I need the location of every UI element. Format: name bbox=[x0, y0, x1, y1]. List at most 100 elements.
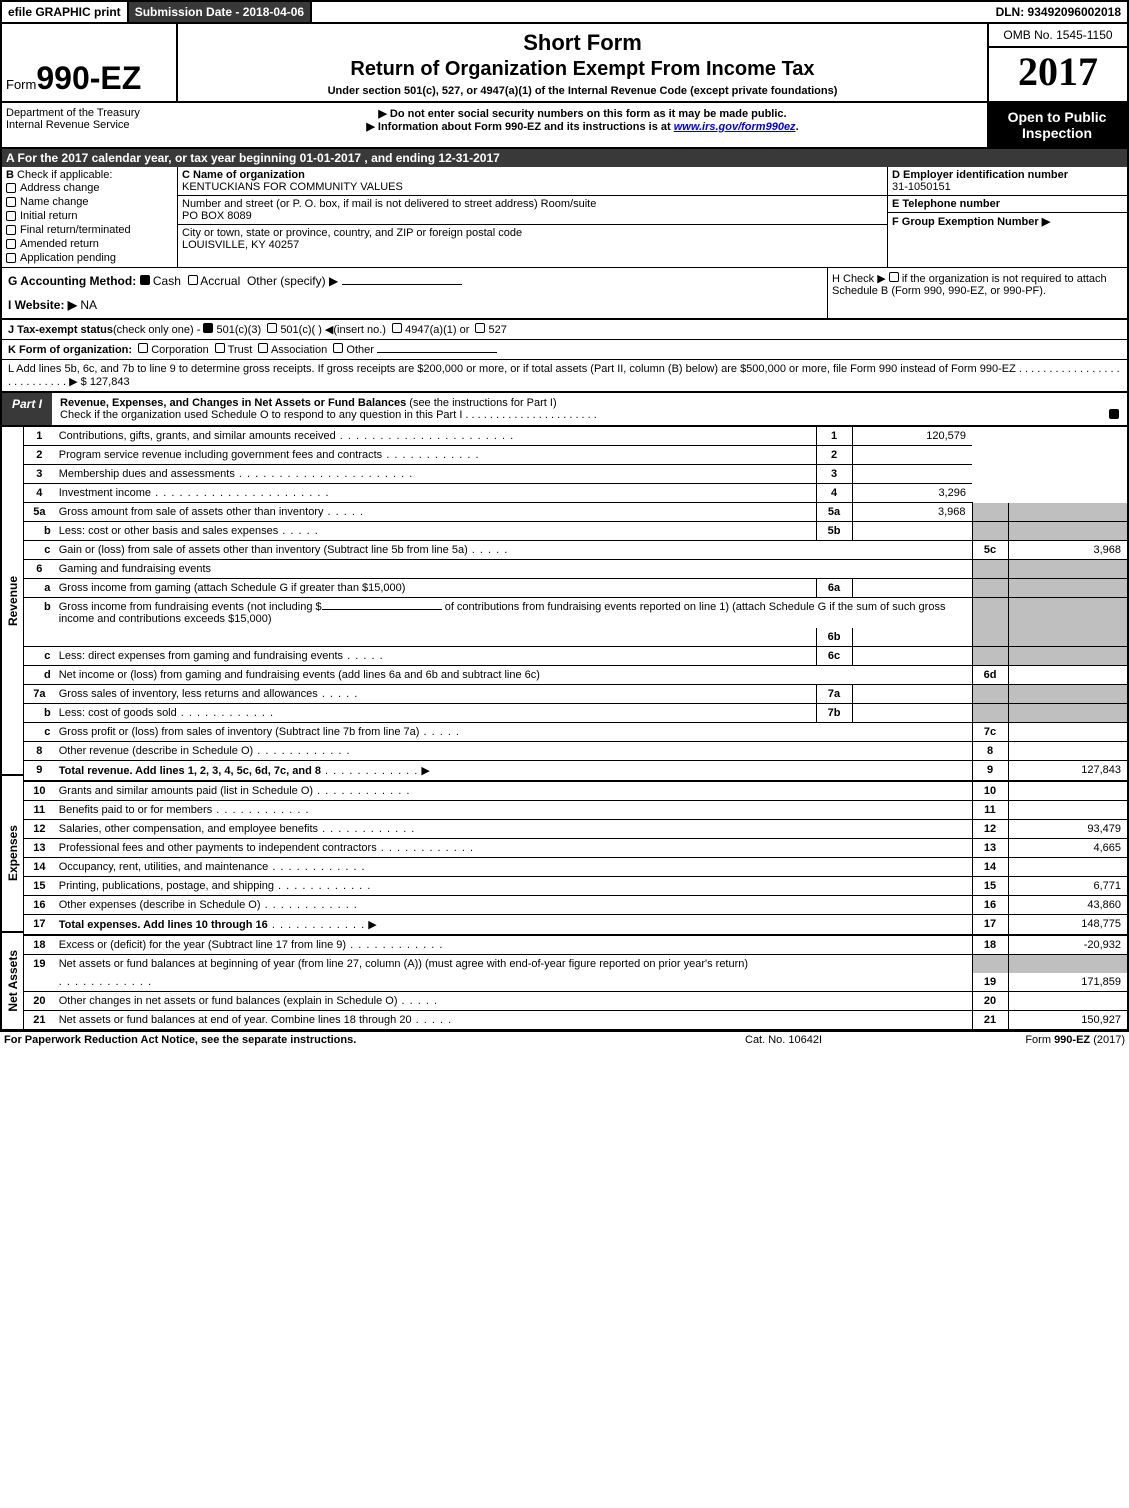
org-name: KENTUCKIANS FOR COMMUNITY VALUES bbox=[182, 181, 883, 193]
ein-value: 31-1050151 bbox=[892, 181, 1123, 193]
phone-cell: E Telephone number bbox=[888, 196, 1127, 213]
l-value: 127,843 bbox=[90, 376, 130, 388]
e-label: E Telephone number bbox=[892, 198, 1123, 210]
vlabel-expenses: Expenses bbox=[0, 776, 24, 932]
k-assoc: Association bbox=[271, 344, 327, 356]
note2-pre: ▶ Information about Form 990-EZ and its … bbox=[366, 121, 673, 133]
checkbox-icon bbox=[6, 211, 16, 221]
dept-row: Department of the Treasury Internal Reve… bbox=[0, 103, 1129, 149]
j-text: (check only one) - bbox=[113, 324, 203, 336]
header-title-cell: Short Form Return of Organization Exempt… bbox=[178, 24, 987, 101]
table-row: 3Membership dues and assessments3 bbox=[24, 465, 1128, 484]
j-label: J Tax-exempt status bbox=[8, 324, 113, 336]
radio-icon[interactable] bbox=[267, 323, 277, 333]
part-i-header: Part I Revenue, Expenses, and Changes in… bbox=[0, 393, 1129, 427]
table-row: 16Other expenses (describe in Schedule O… bbox=[24, 896, 1128, 915]
l5a-desc: Gross amount from sale of assets other t… bbox=[59, 506, 364, 518]
cb-label: Initial return bbox=[20, 210, 77, 222]
short-form-title: Short Form bbox=[186, 30, 979, 56]
dept-cell: Department of the Treasury Internal Reve… bbox=[2, 103, 178, 147]
g-other-input[interactable] bbox=[342, 284, 462, 285]
d-label: D Employer identification number bbox=[892, 169, 1123, 181]
part-i-tab: Part I bbox=[2, 393, 52, 425]
radio-icon[interactable] bbox=[258, 343, 268, 353]
g-accrual: Accrual bbox=[200, 274, 240, 288]
cb-name-change[interactable]: Name change bbox=[6, 195, 173, 209]
line-a: A For the 2017 calendar year, or tax yea… bbox=[0, 149, 1129, 167]
cb-final-return[interactable]: Final return/terminated bbox=[6, 223, 173, 237]
radio-icon[interactable] bbox=[140, 275, 150, 285]
table-row: 11Benefits paid to or for members11 bbox=[24, 801, 1128, 820]
k-other: Other bbox=[346, 344, 374, 356]
col-de: D Employer identification number 31-1050… bbox=[887, 167, 1127, 267]
l6b-input[interactable] bbox=[322, 609, 442, 610]
cb-amended-return[interactable]: Amended return bbox=[6, 237, 173, 251]
line-a-mid: , and ending bbox=[361, 151, 438, 165]
checkbox-icon bbox=[6, 225, 16, 235]
footer-form-year: (2017) bbox=[1090, 1034, 1125, 1046]
cb-label: Application pending bbox=[20, 252, 116, 264]
vertical-labels: Revenue Expenses Net Assets bbox=[0, 427, 24, 1031]
h-pre: H Check ▶ bbox=[832, 273, 889, 285]
j-501c3: 501(c)(3) bbox=[217, 324, 262, 336]
k-trust: Trust bbox=[228, 344, 253, 356]
addr-label: Number and street (or P. O. box, if mail… bbox=[182, 198, 883, 210]
radio-icon[interactable] bbox=[203, 323, 213, 333]
table-row: bGross income from fundraising events (n… bbox=[24, 598, 1128, 629]
efile-print-button[interactable]: efile GRAPHIC print bbox=[2, 2, 129, 22]
table-row: dNet income or (loss) from gaming and fu… bbox=[24, 666, 1128, 685]
city-label: City or town, state or province, country… bbox=[182, 227, 883, 239]
vlabel-revenue: Revenue bbox=[0, 427, 24, 776]
checkbox-icon[interactable] bbox=[889, 272, 899, 282]
radio-icon[interactable] bbox=[392, 323, 402, 333]
addr-cell: Number and street (or P. O. box, if mail… bbox=[178, 196, 887, 225]
l5b-desc: Less: cost or other basis and sales expe… bbox=[59, 525, 319, 537]
table-row: 6Gaming and fundraising events bbox=[24, 560, 1128, 579]
l9-desc: Total revenue. Add lines 1, 2, 3, 4, 5c,… bbox=[59, 765, 321, 777]
radio-icon[interactable] bbox=[188, 275, 198, 285]
part-i-title: Revenue, Expenses, and Changes in Net As… bbox=[52, 393, 1127, 425]
form-prefix: Form bbox=[6, 77, 36, 92]
l6b-d1: Gross income from fundraising events (no… bbox=[59, 601, 322, 613]
footer-left: For Paperwork Reduction Act Notice, see … bbox=[4, 1034, 745, 1046]
checkbox-icon bbox=[6, 183, 16, 193]
k-other-input[interactable] bbox=[377, 352, 497, 353]
header-notes: ▶ Do not enter social security numbers o… bbox=[178, 103, 987, 147]
table-row: 13Professional fees and other payments t… bbox=[24, 839, 1128, 858]
irs-link[interactable]: www.irs.gov/form990ez bbox=[674, 121, 796, 133]
city-cell: City or town, state or province, country… bbox=[178, 225, 887, 253]
cb-address-change[interactable]: Address change bbox=[6, 181, 173, 195]
table-row: 2Program service revenue including gover… bbox=[24, 446, 1128, 465]
header-row: Form 990-EZ Short Form Return of Organiz… bbox=[0, 24, 1129, 103]
cb-application-pending[interactable]: Application pending bbox=[6, 251, 173, 265]
page-footer: For Paperwork Reduction Act Notice, see … bbox=[0, 1031, 1129, 1048]
g-cash: Cash bbox=[153, 274, 181, 288]
table-row: cLess: direct expenses from gaming and f… bbox=[24, 647, 1128, 666]
b-text: Check if applicable: bbox=[17, 169, 112, 181]
part-i-title-rest: (see the instructions for Part I) bbox=[406, 397, 556, 409]
addr-value: PO BOX 8089 bbox=[182, 210, 883, 222]
checkbox-icon[interactable] bbox=[1109, 409, 1119, 419]
cb-label: Name change bbox=[20, 196, 89, 208]
line-a-pre: A For the 2017 calendar year, or tax yea… bbox=[6, 151, 300, 165]
g-label: G Accounting Method: bbox=[8, 274, 136, 288]
l-text: L Add lines 5b, 6c, and 7b to line 9 to … bbox=[8, 363, 1120, 388]
tax-year-begin: 01-01-2017 bbox=[300, 151, 361, 165]
note-ssn: ▶ Do not enter social security numbers o… bbox=[186, 107, 979, 120]
footer-catno: Cat. No. 10642I bbox=[745, 1034, 945, 1046]
j-501c: 501(c)( ) ◀(insert no.) bbox=[280, 324, 386, 336]
radio-icon[interactable] bbox=[333, 343, 343, 353]
radio-icon[interactable] bbox=[475, 323, 485, 333]
table-row: bLess: cost of goods sold7b bbox=[24, 704, 1128, 723]
radio-icon[interactable] bbox=[138, 343, 148, 353]
g-other: Other (specify) ▶ bbox=[247, 274, 338, 288]
k-corp: Corporation bbox=[151, 344, 208, 356]
l17-desc: Total expenses. Add lines 10 through 16 bbox=[59, 919, 268, 931]
open-to-public: Open to Public Inspection bbox=[987, 103, 1127, 147]
cb-initial-return[interactable]: Initial return bbox=[6, 209, 173, 223]
f-label: F Group Exemption Number ▶ bbox=[892, 215, 1123, 228]
radio-icon[interactable] bbox=[215, 343, 225, 353]
omb-number: OMB No. 1545-1150 bbox=[989, 24, 1127, 48]
cb-label: Amended return bbox=[20, 238, 99, 250]
submission-date: Submission Date - 2018-04-06 bbox=[129, 2, 312, 22]
